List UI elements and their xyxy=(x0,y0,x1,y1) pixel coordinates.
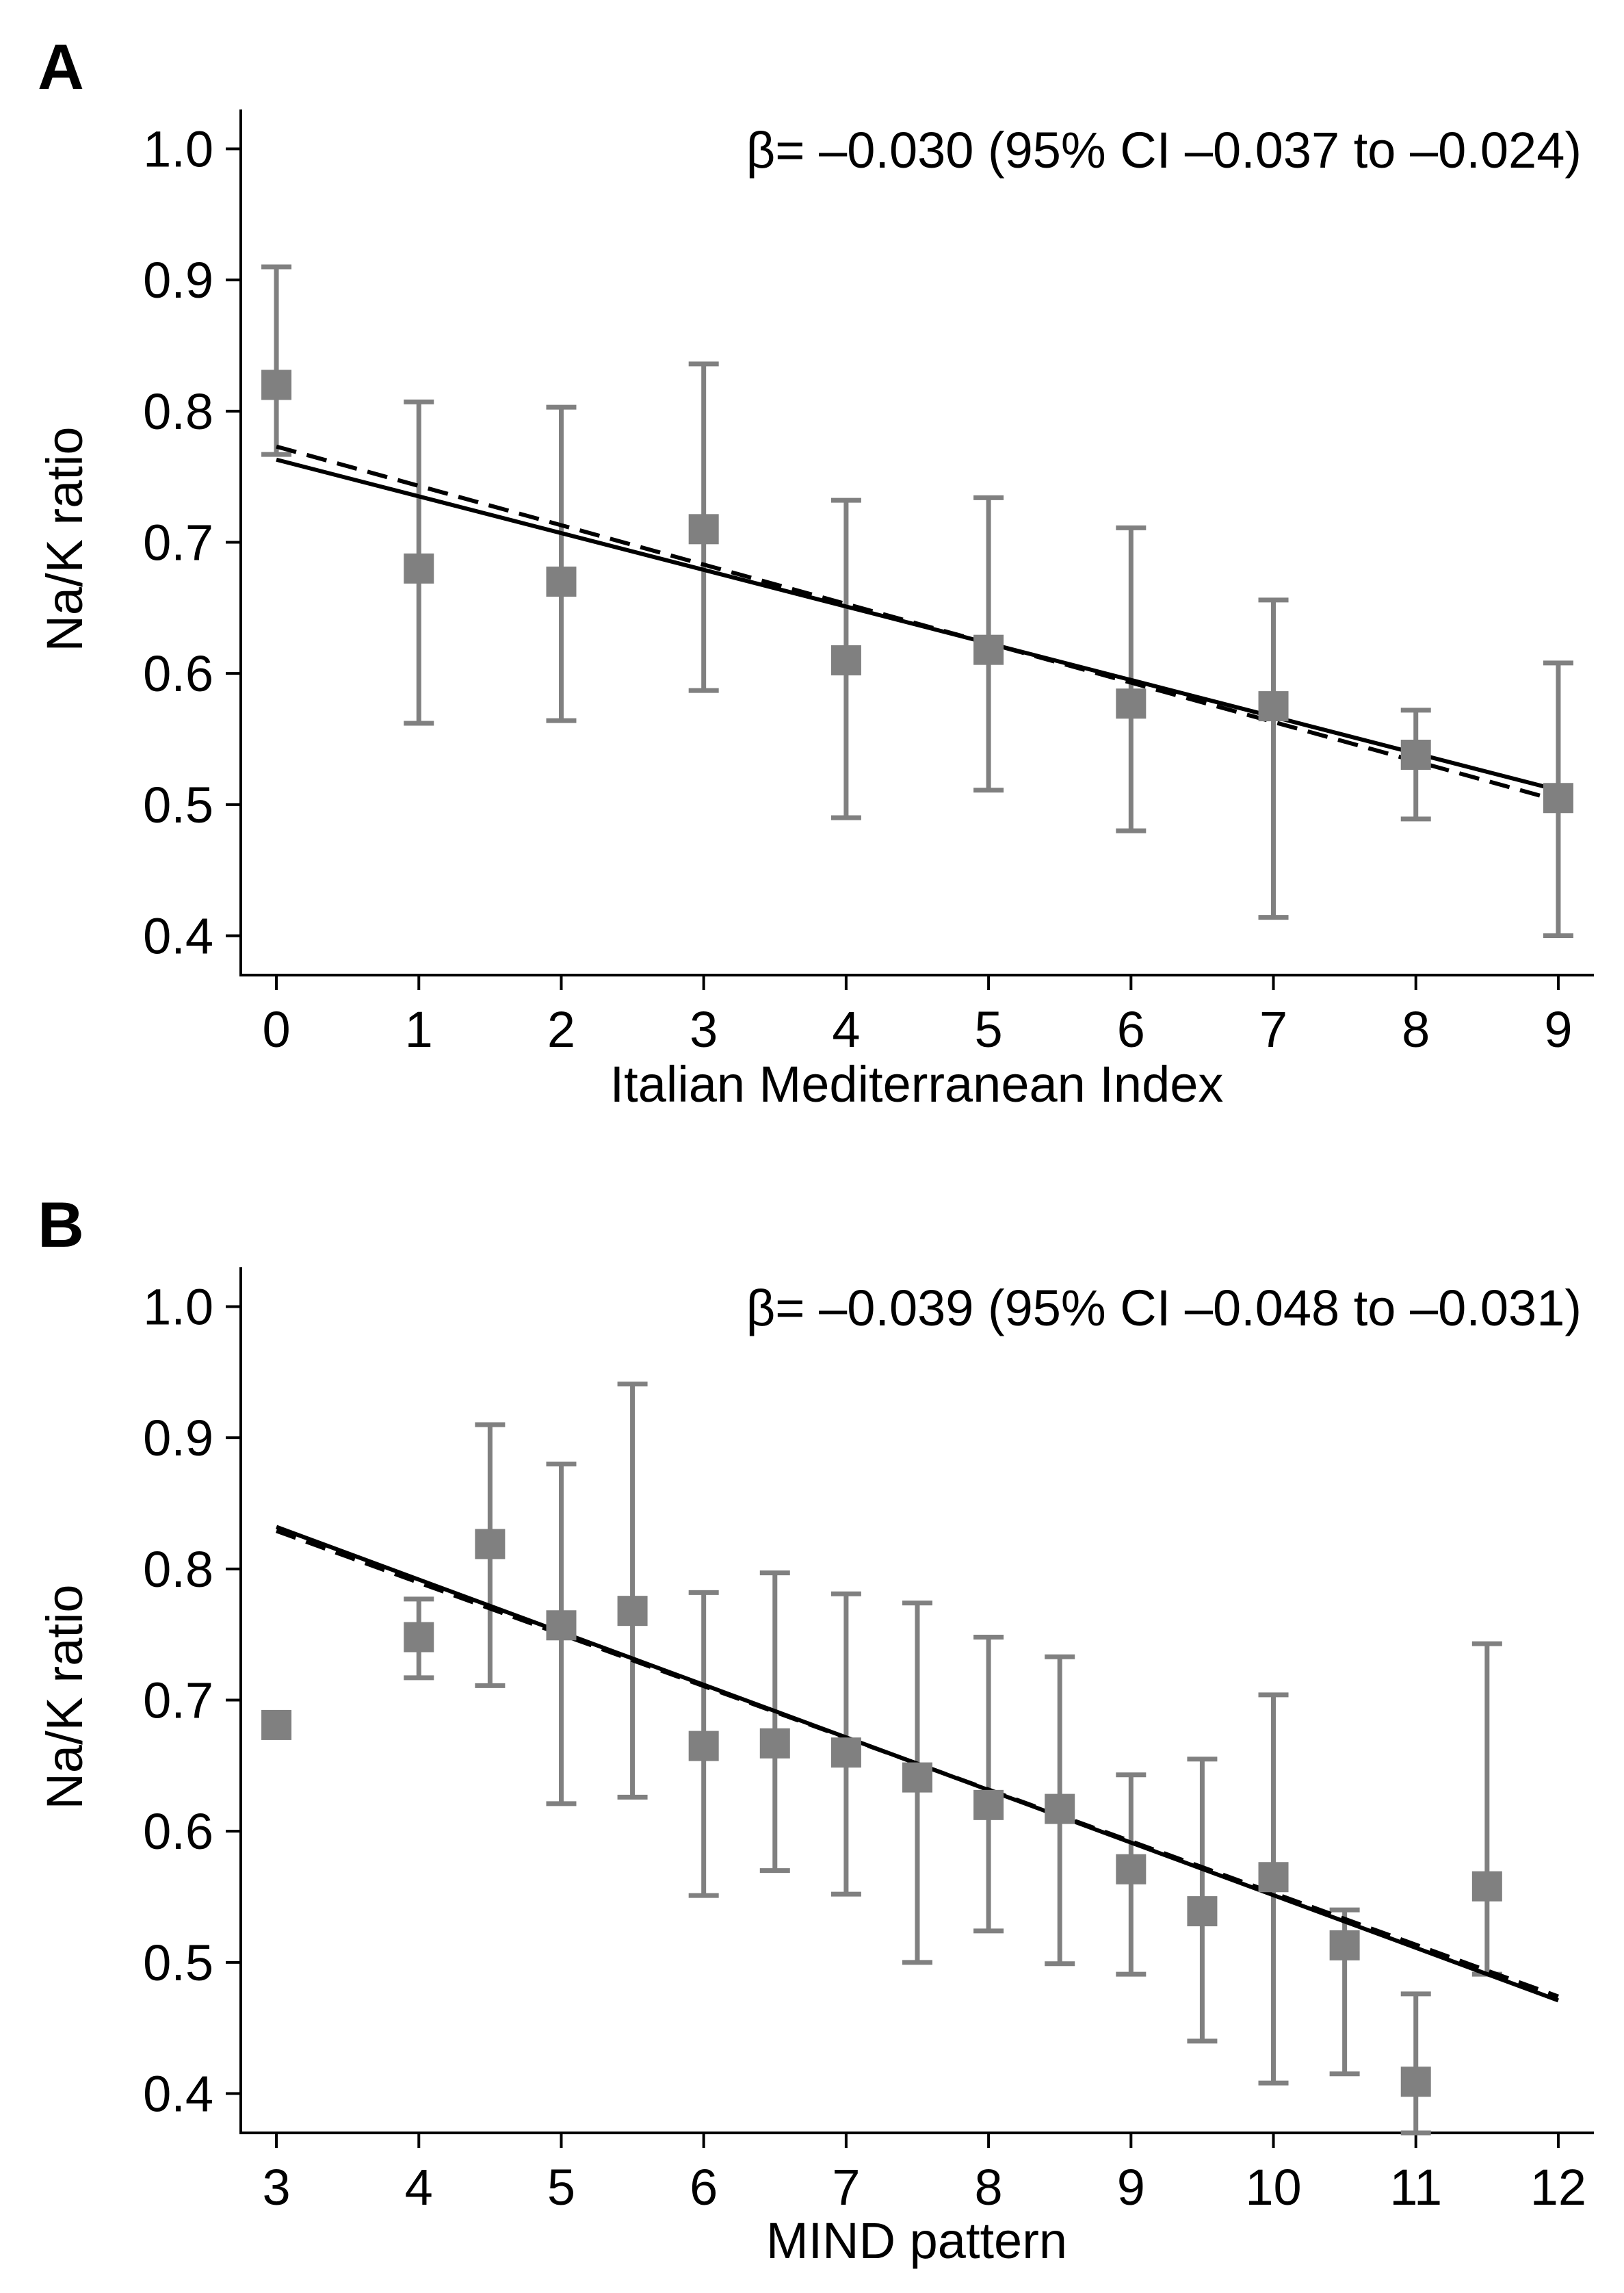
data-point xyxy=(261,370,292,400)
error-bar xyxy=(261,264,292,457)
error-bar xyxy=(1471,1641,1502,1977)
plot-area: 0.4 0.5 0.6 0.7 0.8 0.9 1.0 3 4 5 6 7 8 9 10 11 12 xyxy=(143,1267,1594,2216)
data-point xyxy=(688,514,719,545)
x-axis-title: Italian Mediterranean Index xyxy=(610,1056,1224,1113)
data-point xyxy=(546,1610,577,1641)
data-point xyxy=(404,553,434,584)
y-tick-label: 0.4 xyxy=(143,2066,213,2123)
x-tick-label: 8 xyxy=(975,2159,1003,2216)
fit-line-dashed xyxy=(276,444,1559,803)
x-tick-label: 5 xyxy=(547,2159,575,2216)
fit-line-dashed xyxy=(276,1529,1559,1999)
y-tick-label: 0.9 xyxy=(143,1410,213,1466)
x-tick-label: 12 xyxy=(1530,2159,1586,2216)
data-point xyxy=(404,1622,434,1653)
y-tick-label: 0.6 xyxy=(143,1803,213,1860)
data-point xyxy=(546,567,577,597)
data-point xyxy=(688,1731,719,1761)
panel-a: A β= –0.030 (95% CI –0.037 to –0.024) It… xyxy=(36,31,1594,1113)
y-tick-label: 0.8 xyxy=(143,383,213,440)
x-tick-label: 9 xyxy=(1117,2159,1145,2216)
y-tick-label: 0.8 xyxy=(143,1541,213,1598)
x-tick-label: 5 xyxy=(975,1001,1003,1058)
data-point xyxy=(1400,2067,1431,2097)
plot-area: 0.4 0.5 0.6 0.7 0.8 0.9 1.0 0 1 2 3 4 5 6 7 8 9 xyxy=(143,109,1594,1058)
error-bar xyxy=(1400,1991,1431,2136)
panel-label: A xyxy=(38,31,84,103)
beta-annotation: β= –0.030 (95% CI –0.037 to –0.024) xyxy=(746,122,1582,179)
y-tick-label: 0.6 xyxy=(143,645,213,702)
y-tick-label: 1.0 xyxy=(143,121,213,178)
y-tick-label: 0.5 xyxy=(143,777,213,833)
data-point xyxy=(261,1709,292,1740)
data-point xyxy=(617,1596,648,1627)
y-tick-label: 1.0 xyxy=(143,1279,213,1336)
data-point xyxy=(475,1529,506,1559)
data-point xyxy=(1543,783,1573,814)
data-point xyxy=(1116,688,1147,719)
x-tick-label: 3 xyxy=(690,1001,718,1058)
y-axis-title: Na/K ratio xyxy=(36,426,93,651)
data-point xyxy=(1116,1854,1147,1884)
x-tick-label: 7 xyxy=(832,2159,860,2216)
x-tick-label: 6 xyxy=(690,2159,718,2216)
x-tick-label: 4 xyxy=(405,2159,433,2216)
error-bar xyxy=(973,1635,1004,1934)
x-tick-label: 6 xyxy=(1117,1001,1145,1058)
y-tick-label: 0.4 xyxy=(143,908,213,965)
data-point xyxy=(973,634,1004,665)
x-axis-title: MIND pattern xyxy=(766,2212,1067,2269)
x-tick-label: 8 xyxy=(1402,1001,1430,1058)
x-tick-label: 9 xyxy=(1544,1001,1572,1058)
y-tick-label: 0.7 xyxy=(143,1672,213,1729)
x-tick-label: 3 xyxy=(262,2159,290,2216)
data-point xyxy=(759,1728,790,1759)
y-axis-title: Na/K ratio xyxy=(36,1584,93,1809)
error-bar xyxy=(546,404,577,723)
x-tick-label: 2 xyxy=(547,1001,575,1058)
y-tick-label: 0.7 xyxy=(143,515,213,571)
x-tick-label: 4 xyxy=(832,1001,860,1058)
error-bar xyxy=(759,1570,790,1874)
panel-label: B xyxy=(38,1189,84,1260)
x-tick-label: 10 xyxy=(1245,2159,1301,2216)
beta-annotation: β= –0.039 (95% CI –0.048 to –0.031) xyxy=(746,1280,1582,1336)
data-point xyxy=(902,1762,932,1793)
data-point xyxy=(1400,740,1431,770)
data-point xyxy=(1471,1871,1502,1902)
data-point xyxy=(1258,691,1289,722)
y-tick-label: 0.5 xyxy=(143,1934,213,1991)
x-tick-label: 11 xyxy=(1389,2159,1442,2216)
y-tick-label: 0.9 xyxy=(143,252,213,309)
data-point xyxy=(973,1789,1004,1820)
data-point xyxy=(1329,1930,1360,1960)
data-point xyxy=(830,645,861,675)
data-point xyxy=(1187,1896,1218,1927)
data-point xyxy=(1258,1862,1289,1893)
error-bar xyxy=(1258,597,1289,920)
x-tick-label: 1 xyxy=(405,1001,433,1058)
x-tick-label: 0 xyxy=(262,1001,290,1058)
data-point xyxy=(1045,1793,1075,1824)
error-bar xyxy=(617,1382,648,1800)
x-tick-label: 7 xyxy=(1259,1001,1287,1058)
data-point xyxy=(830,1737,861,1768)
panel-b: B β= –0.039 (95% CI –0.048 to –0.031) MI… xyxy=(36,1189,1594,2269)
